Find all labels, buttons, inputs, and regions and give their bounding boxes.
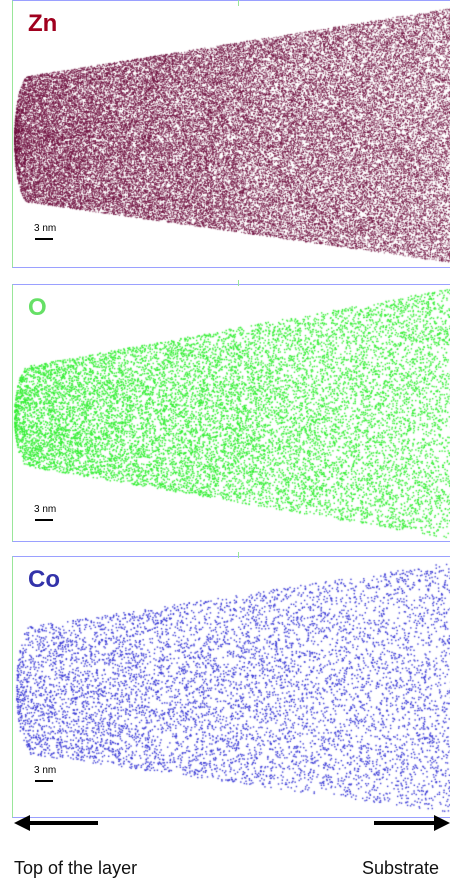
element-label-co: Co	[28, 566, 60, 593]
scale-bar-label: 3 nm	[34, 504, 57, 515]
element-label-zn: Zn	[28, 10, 58, 37]
scale-bar: 3 nm	[34, 766, 74, 782]
scale-bar-label: 3 nm	[34, 765, 57, 776]
scale-bar-line	[35, 238, 53, 240]
scale-bar-line	[35, 780, 53, 782]
o-atom-map-image	[12, 284, 450, 542]
scale-bar-label: 3 nm	[34, 223, 57, 234]
element-label-o: O	[28, 294, 47, 321]
co-map-panel: Co 3 nm	[12, 556, 450, 818]
left-arrow-icon	[14, 815, 98, 831]
scale-bar: 3 nm	[34, 505, 74, 521]
panel-top-tick	[238, 0, 239, 6]
o-map-panel: O 3 nm	[12, 284, 450, 542]
panel-top-tick	[238, 280, 239, 286]
zn-map-panel: Zn 3 nm	[12, 0, 450, 268]
zn-atom-map-image	[12, 0, 450, 268]
panel-top-tick	[238, 552, 239, 558]
top-of-layer-caption: Top of the layer	[14, 858, 138, 878]
co-atom-map-image	[12, 556, 450, 818]
scale-bar: 3 nm	[34, 224, 74, 240]
right-arrow-icon	[374, 815, 450, 831]
substrate-caption: Substrate	[362, 858, 440, 878]
scale-bar-line	[35, 519, 53, 521]
